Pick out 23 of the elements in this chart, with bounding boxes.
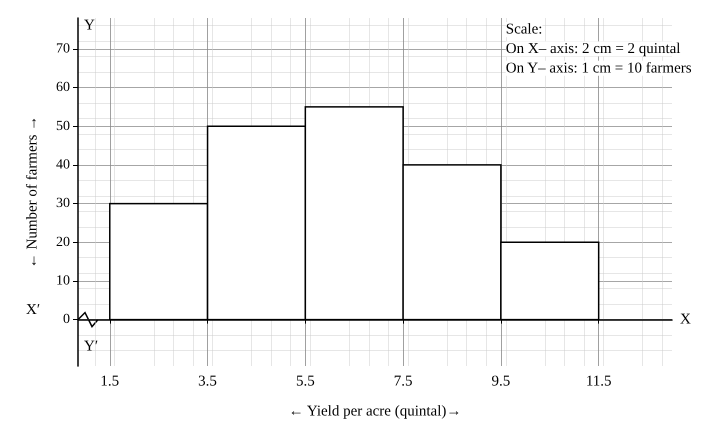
y-axis-title: ← Number of farmers →: [24, 116, 40, 268]
x-tick-label: 3.5: [198, 374, 217, 390]
y-tick-label: 40: [56, 157, 70, 172]
annotation: On X– axis: 2 cm = 2 quintal: [506, 40, 680, 57]
y-tick-label: 10: [56, 273, 70, 288]
y-tick-label: 50: [56, 118, 70, 134]
text: X′: [26, 302, 40, 318]
x-tick-label: 11.5: [586, 374, 612, 390]
annotation: Y: [84, 18, 95, 34]
x-tick-label: 1.5: [100, 374, 120, 390]
y-tick-label: 0: [63, 312, 70, 328]
y-tick-label: 60: [56, 80, 70, 96]
annotation: Y′: [84, 338, 98, 355]
y-tick-label: 70: [56, 41, 70, 56]
x-tick-label: 9.5: [492, 374, 510, 390]
x-tick-label: 5.5: [296, 374, 315, 390]
x-axis-title: ← Yield per acre (quintal)→: [288, 404, 462, 420]
annotation: On Y– axis: 1 cm = 10 farmers: [506, 60, 692, 76]
y-tick-label: 30: [56, 196, 70, 212]
annotation: Scale:: [506, 22, 542, 38]
x-tick-label: 7.5: [394, 374, 412, 390]
text: X: [680, 312, 691, 328]
y-tick-label: 20: [56, 234, 70, 250]
